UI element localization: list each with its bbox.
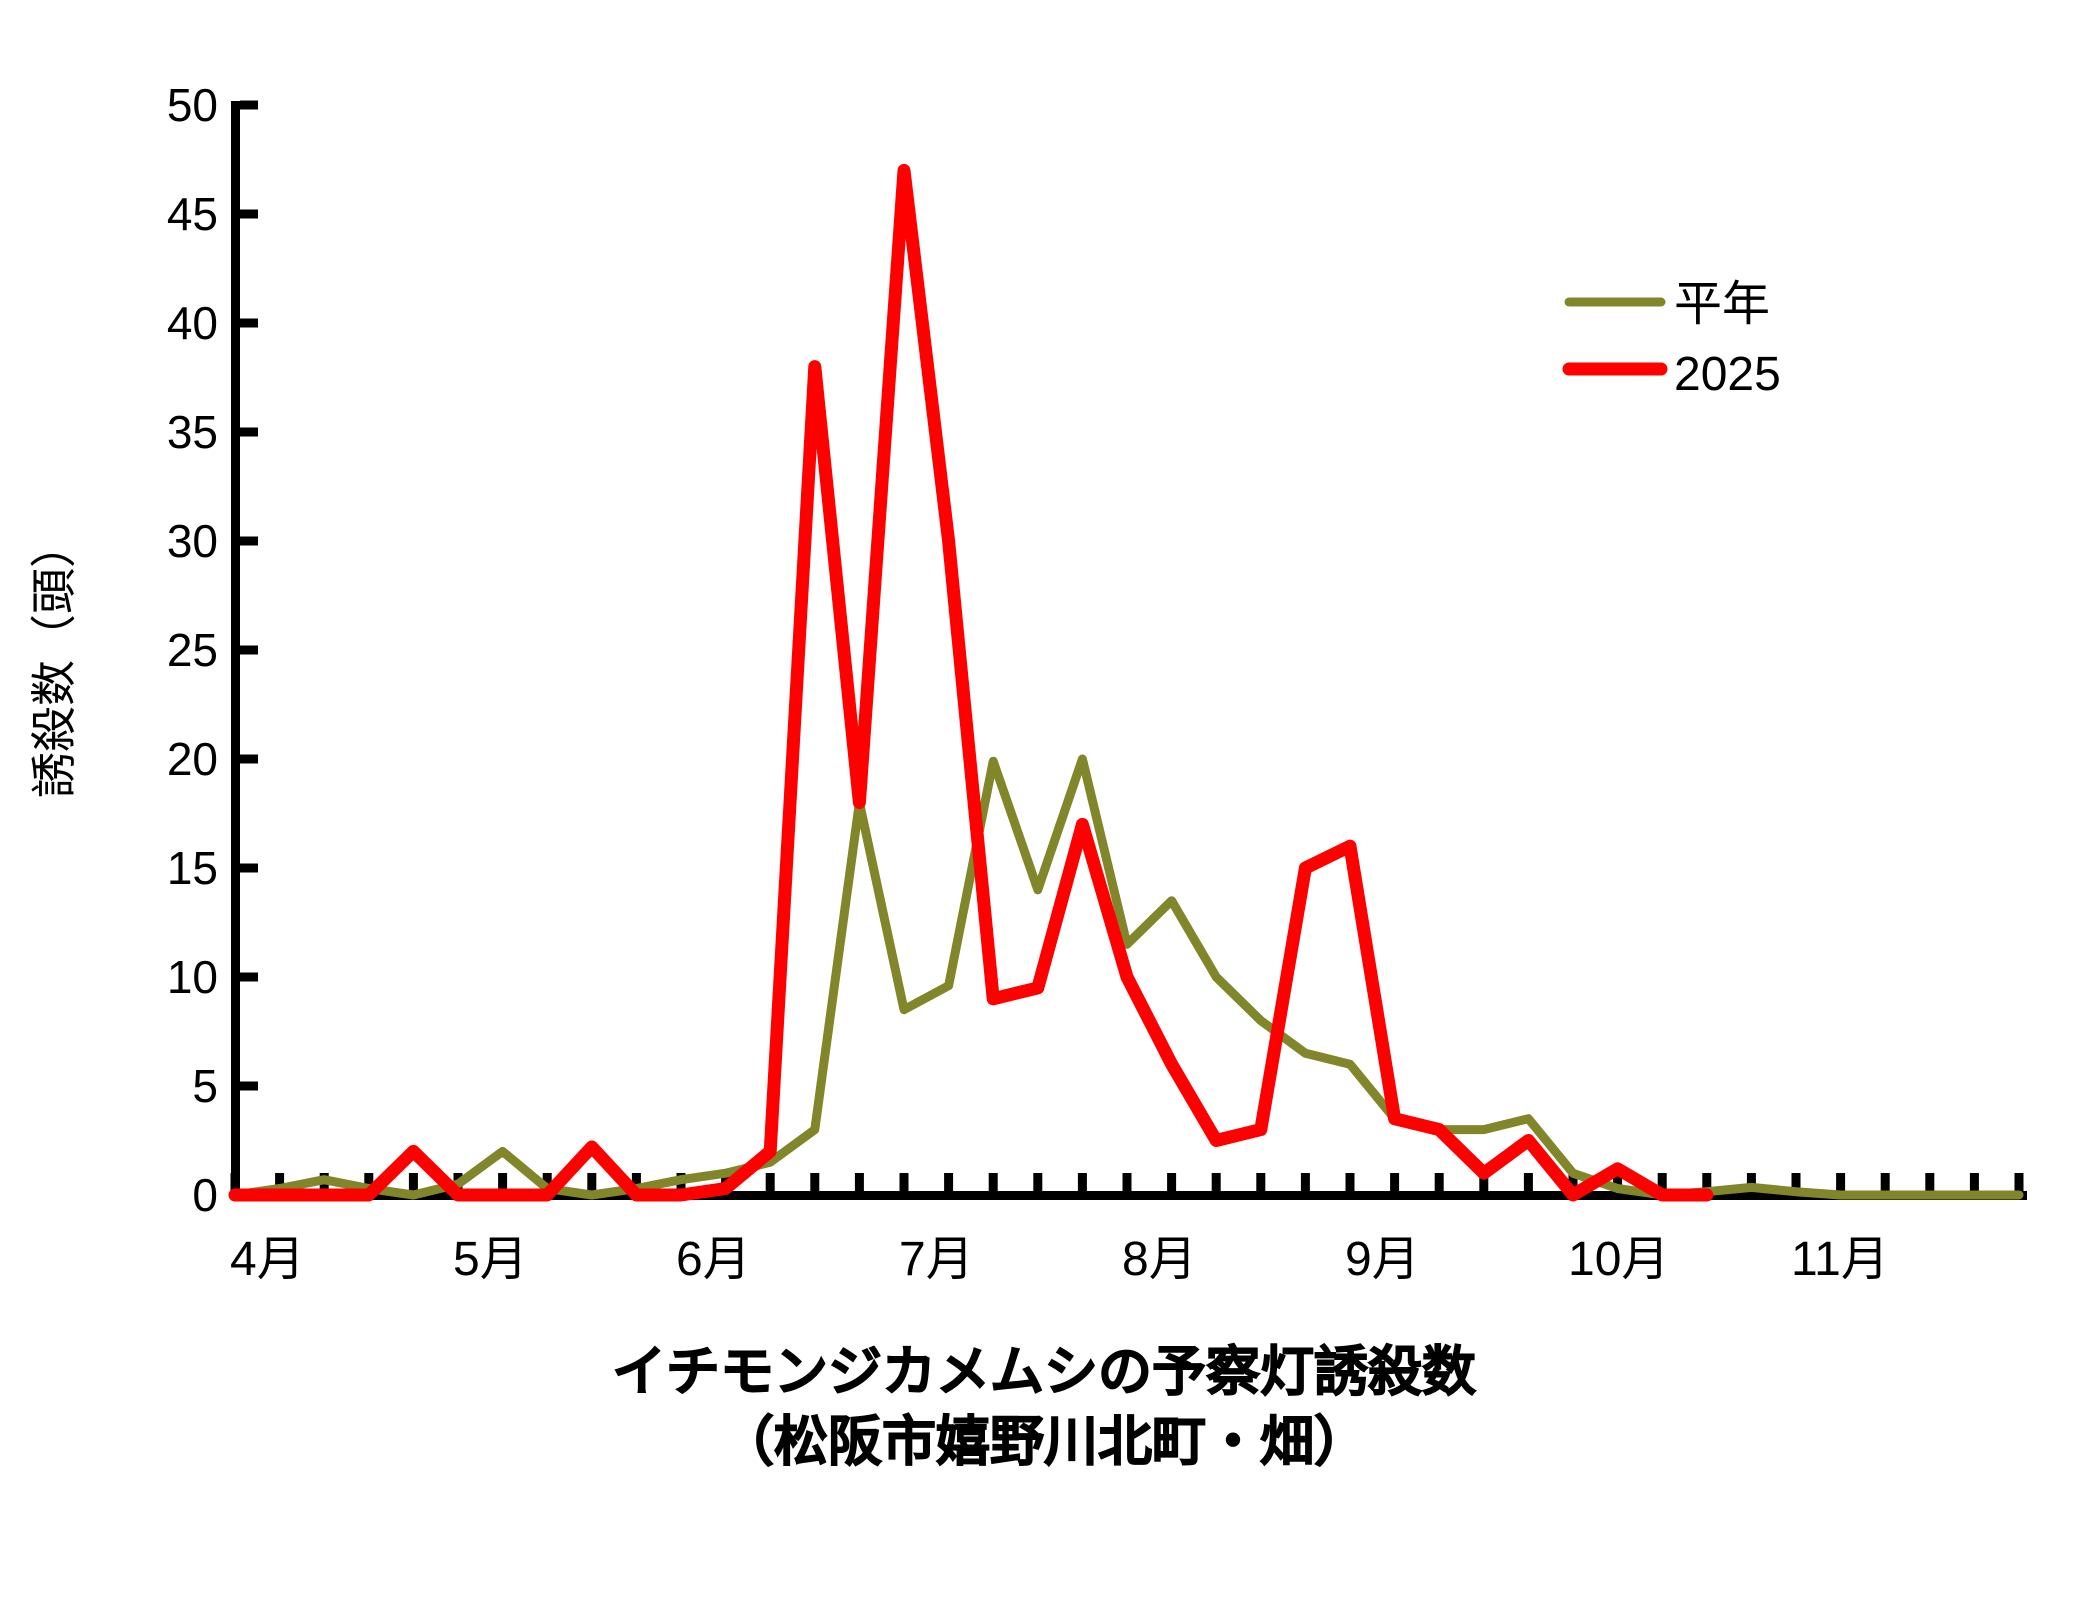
svg-text:誘殺数（頭）: 誘殺数（頭） xyxy=(28,522,80,798)
svg-text:イチモンジカメムシの予察灯誘殺数: イチモンジカメムシの予察灯誘殺数 xyxy=(612,1342,1476,1402)
svg-text:50: 50 xyxy=(167,79,218,131)
svg-text:8月: 8月 xyxy=(1122,1233,1197,1286)
svg-text:5: 5 xyxy=(192,1060,218,1112)
svg-text:2025: 2025 xyxy=(1674,348,1781,401)
svg-text:35: 35 xyxy=(167,406,218,458)
svg-text:4月: 4月 xyxy=(230,1233,305,1286)
svg-text:20: 20 xyxy=(167,733,218,785)
svg-text:10月: 10月 xyxy=(1568,1233,1669,1286)
svg-text:5月: 5月 xyxy=(453,1233,528,1286)
svg-text:10: 10 xyxy=(167,951,218,1003)
svg-text:0: 0 xyxy=(192,1169,218,1221)
svg-text:平年: 平年 xyxy=(1674,278,1770,331)
svg-text:11月: 11月 xyxy=(1791,1233,1889,1286)
svg-text:45: 45 xyxy=(167,188,218,240)
svg-text:（松阪市嬉野川北町・畑）: （松阪市嬉野川北町・畑） xyxy=(720,1412,1368,1472)
svg-text:25: 25 xyxy=(167,624,218,676)
svg-text:6月: 6月 xyxy=(676,1233,751,1286)
svg-text:40: 40 xyxy=(167,297,218,349)
svg-text:7月: 7月 xyxy=(899,1233,974,1286)
svg-text:30: 30 xyxy=(167,515,218,567)
svg-text:9月: 9月 xyxy=(1345,1233,1420,1286)
svg-text:15: 15 xyxy=(167,842,218,894)
